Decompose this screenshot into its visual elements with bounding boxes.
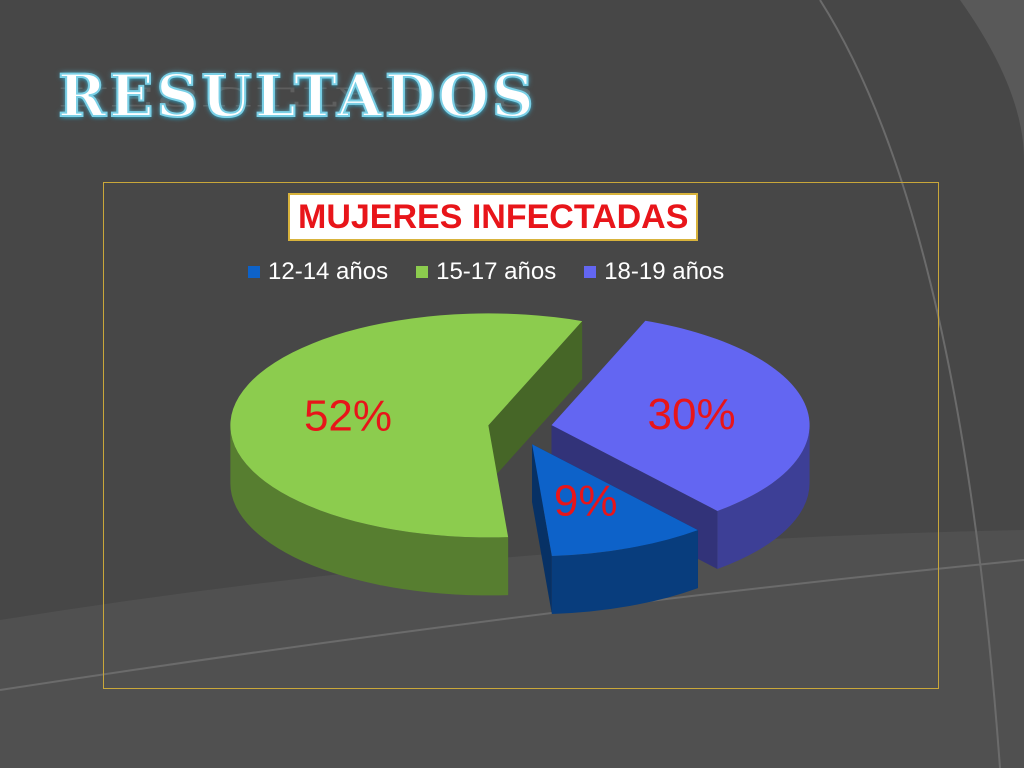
chart-title: MUJERES INFECTADAS [288,193,699,241]
legend-item-18-19: 18-19 años [584,258,724,286]
legend-swatch-12-14 [248,266,260,278]
data-label-0: 9% [554,476,618,525]
pie-slice-1 [230,313,583,596]
slice-rim [230,425,509,596]
data-label-2: 30% [648,390,736,439]
legend-item-12-14: 12-14 años [248,258,388,286]
chart-frame [103,182,939,689]
slice-top [551,320,810,511]
slice-rim [717,425,810,569]
pie-slice-2 [551,320,810,569]
data-label-1: 52% [304,391,392,440]
legend-label-15-17: 15-17 años [436,258,557,285]
slice-wall [532,444,552,614]
legend-swatch-18-19 [584,266,597,278]
slice-wall [488,321,583,484]
slide-title: RESULTADOS [57,61,537,131]
slice-rim [551,530,698,614]
legend-item-15-17: 15-17 años [416,258,556,286]
chart-legend: 12-14 años 15-17 años 18-19 años [248,258,752,286]
legend-label-12-14: 12-14 años [268,258,389,285]
slice-top [532,444,698,556]
pie-slice-0 [532,444,698,614]
slice-top [230,313,583,538]
legend-label-18-19: 18-19 años [604,258,725,285]
legend-swatch-15-17 [416,266,429,278]
